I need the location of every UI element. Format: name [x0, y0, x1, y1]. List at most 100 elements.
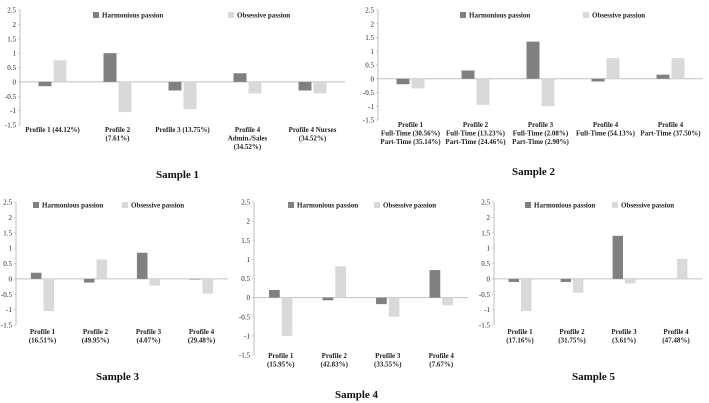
y-tick-label: 0	[371, 75, 375, 83]
harmonious-bar	[136, 252, 148, 279]
obsessive-bar	[476, 78, 490, 105]
category-label: Profile 1	[30, 328, 56, 336]
y-tick-label: -1.5	[239, 352, 251, 360]
category-label: Full-Time (54.13%)	[576, 130, 636, 138]
obsessive-bar	[411, 78, 425, 89]
category-label: Profile 4	[189, 328, 215, 336]
category-label: Part-Time (2.90%)	[512, 138, 569, 146]
category-label: (16.51%)	[29, 337, 57, 345]
obsessive-bar	[573, 278, 584, 293]
category-label: Profile 3	[136, 328, 162, 336]
category-label: Full-Time (30.56%)	[381, 130, 441, 138]
y-tick-label: 1	[487, 245, 491, 253]
y-tick-label: 0.5	[3, 260, 12, 268]
category-label: (7.61%)	[106, 135, 131, 143]
legend-label: Harmonious passion	[102, 12, 163, 20]
y-tick-label: 2.5	[7, 7, 16, 15]
category-label: (33.55%)	[374, 361, 402, 369]
category-label: Profile 1	[398, 121, 424, 129]
y-tick-label: -1.5	[479, 322, 491, 330]
y-tick-label: 0.5	[481, 260, 490, 268]
category-label: (34.52%)	[234, 143, 262, 151]
obsessive-legend-swatch	[612, 202, 618, 208]
chart-title: Sample 5	[572, 371, 616, 383]
chart-title: Sample 1	[156, 169, 199, 181]
obsessive-bar	[442, 297, 453, 306]
chart-svg: 2.5 2 1.5 1 0.5 0 -0.5 -1 -1.5 Profile 1(15.95%) P…	[239, 199, 468, 401]
legend-label: Obsessive passion	[621, 202, 674, 210]
category-label: Profile 3	[375, 352, 401, 360]
obsessive-bar	[183, 81, 197, 110]
obsessive-bar	[118, 81, 132, 113]
obsessive-bar	[671, 58, 685, 79]
obsessive-bar	[149, 278, 161, 286]
y-tick-label: 0	[9, 275, 13, 283]
obsessive-legend-swatch	[122, 202, 128, 208]
chart-svg: 2.5 2 1.5 1 0.5 0 -0.5 -1 -1.5 Profile 1(17.16%) P…	[479, 199, 702, 383]
chart-panel-4: 2.5 2 1.5 1 0.5 0 -0.5 -1 -1.5 Profile 1 (15.95%) P…	[238, 190, 475, 403]
harmonious-bar	[461, 70, 475, 79]
category-label: Admin./Sales	[228, 135, 268, 143]
y-tick-label: 1	[247, 256, 251, 264]
category-label: (3.61%)	[612, 337, 637, 345]
chart-title: Sample 3	[96, 371, 140, 383]
category-label: Profile 4	[429, 352, 455, 360]
harmonious-legend-swatch	[93, 12, 99, 18]
y-tick-label: -1	[244, 332, 250, 340]
harmonious-legend-swatch	[33, 202, 39, 208]
y-tick-label: 0	[487, 275, 491, 283]
y-tick-label: -1	[484, 306, 490, 314]
legend-label: Obsessive passion	[131, 202, 184, 210]
obsessive-bar	[248, 81, 262, 94]
legend-label: Harmonious passion	[534, 202, 595, 210]
harmonious-bar	[30, 272, 42, 279]
category-label: Profile 1	[268, 352, 294, 360]
legend-label: Obsessive passion	[237, 12, 290, 20]
harmonious-bar	[38, 81, 52, 87]
y-tick-label: -0.5	[479, 291, 491, 299]
obsessive-legend-swatch	[374, 202, 380, 208]
category-label: Part-Time (35.14%)	[380, 138, 441, 146]
category-label: Full-Time (13.23%)	[446, 130, 506, 138]
y-tick-label: -0.5	[363, 89, 375, 97]
y-tick-label: 0.5	[241, 275, 250, 283]
harmonious-legend-swatch	[288, 202, 294, 208]
legend-label: Obsessive passion	[592, 12, 645, 20]
chart-title: Sample 2	[512, 166, 556, 178]
harmonious-bar	[396, 78, 410, 85]
obsessive-bar	[43, 278, 55, 312]
category-label: (47.48%)	[662, 337, 690, 345]
obsessive-bar	[313, 81, 327, 94]
harmonious-bar	[322, 297, 334, 301]
y-tick-label: 2	[9, 214, 13, 222]
chart-panel-2: 2.5 2 1.5 1 0.5 0 -0.5 -1 -1.5 Profile 1 Full-Time…	[358, 0, 709, 185]
y-tick-label: -1.5	[363, 117, 375, 125]
category-label: Profile 4	[235, 126, 261, 134]
obsessive-bar	[53, 60, 67, 82]
y-tick-label: -1	[368, 103, 374, 111]
obsessive-bar	[677, 258, 688, 279]
y-tick-label: 0	[247, 294, 251, 302]
obsessive-bar	[335, 266, 346, 298]
y-tick-label: 2	[371, 20, 375, 28]
y-tick-label: 2.5	[3, 199, 12, 207]
category-label: Profile 4 Nurses	[289, 126, 337, 134]
y-tick-label: 2	[247, 218, 251, 226]
y-tick-label: -1	[6, 306, 12, 314]
y-tick-label: 0.5	[365, 62, 374, 70]
category-label: (4.07%)	[137, 337, 162, 345]
y-tick-label: 2.5	[481, 199, 490, 207]
obsessive-bar	[281, 297, 293, 336]
y-tick-label: 1	[13, 50, 17, 58]
y-tick-label: 1	[371, 48, 375, 56]
obsessive-bar	[541, 78, 555, 107]
chart-svg: 2.5 2 1.5 1 0.5 0 -0.5 -1 -1.5 Profile 1 (44.12%)…	[5, 7, 345, 181]
harmonious-bar	[168, 81, 182, 91]
chart-panel-5: 2.5 2 1.5 1 0.5 0 -0.5 -1 -1.5 Profile 1 (17.16%) P…	[478, 190, 709, 388]
category-label: Full-Time (2.08%)	[513, 130, 569, 138]
harmonious-bar	[233, 73, 247, 82]
harmonious-bar	[269, 289, 280, 298]
y-tick-label: -1	[10, 107, 16, 115]
category-label: (15.95%)	[267, 361, 295, 369]
